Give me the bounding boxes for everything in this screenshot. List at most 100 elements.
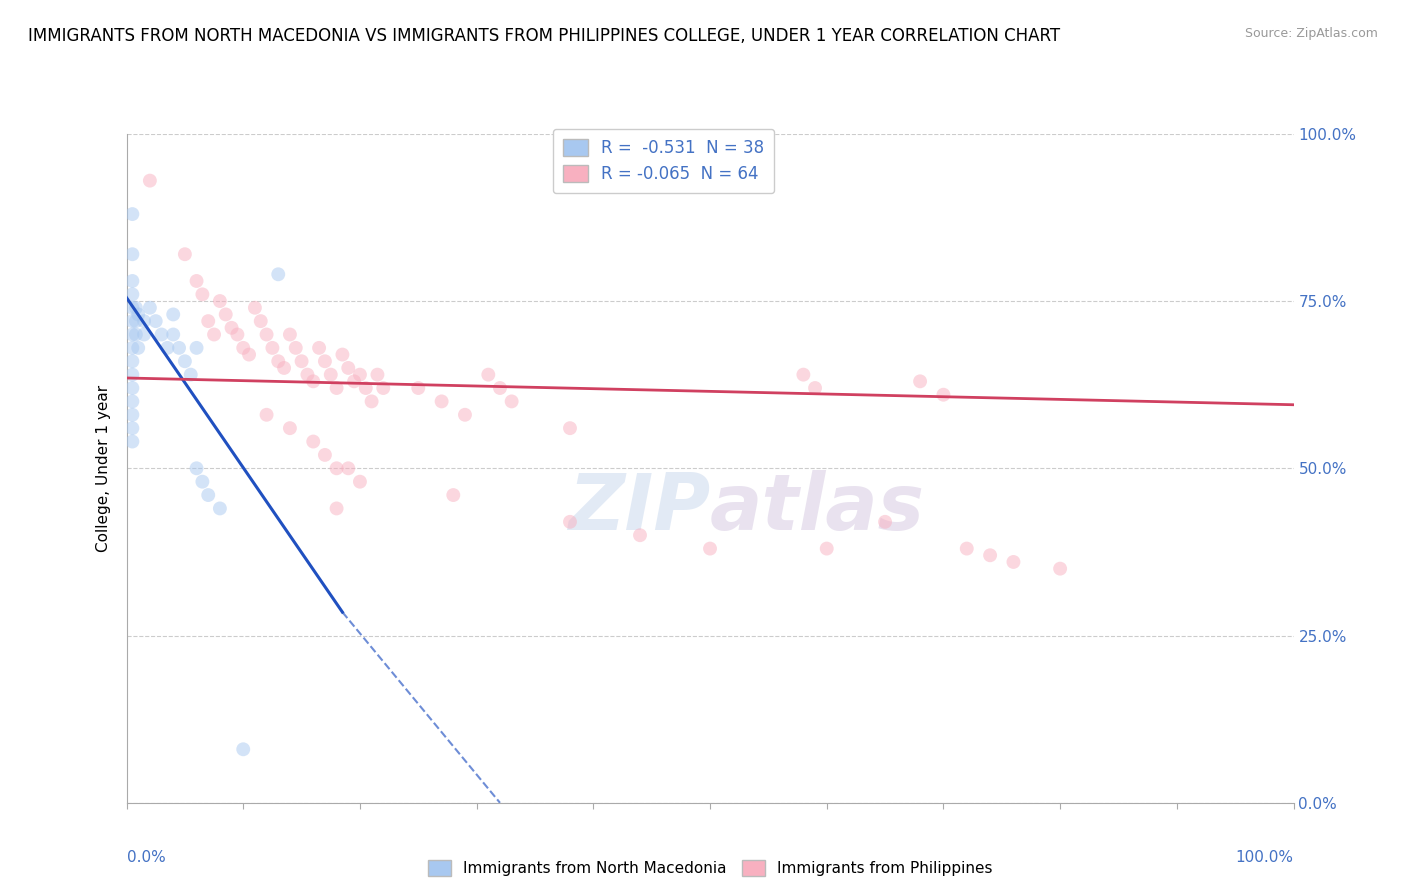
Point [121, 421, 143, 435]
Point [156, 341, 179, 355]
Point [202, 327, 225, 342]
Point [125, 301, 148, 315]
Point [186, 341, 208, 355]
Point [314, 354, 336, 368]
Point [441, 488, 464, 502]
Point [197, 314, 219, 328]
Point [121, 301, 143, 315]
Point [337, 461, 360, 475]
Point [125, 314, 148, 328]
Point [208, 294, 231, 309]
Point [477, 368, 499, 382]
Point [238, 348, 260, 362]
Point [121, 381, 143, 395]
Point [139, 301, 162, 315]
Point [308, 341, 330, 355]
Point [121, 327, 143, 342]
Point [167, 341, 190, 355]
Point [297, 368, 319, 382]
Point [360, 394, 382, 409]
Point [1002, 555, 1025, 569]
Point [273, 361, 295, 376]
Point [215, 307, 238, 322]
Point [349, 368, 371, 382]
Point [325, 501, 347, 516]
Point [162, 327, 184, 342]
Point [186, 461, 208, 475]
Point [325, 381, 347, 395]
Point [121, 247, 143, 261]
Point [699, 541, 721, 556]
Point [121, 287, 143, 301]
Point [979, 548, 1001, 563]
Point [174, 354, 197, 368]
Point [232, 341, 254, 355]
Point [314, 448, 336, 462]
Point [180, 368, 202, 382]
Point [501, 394, 523, 409]
Point [278, 327, 301, 342]
Point [430, 394, 453, 409]
Point [354, 381, 377, 395]
Text: atlas: atlas [710, 470, 925, 547]
Point [127, 307, 149, 322]
Point [875, 515, 897, 529]
Point [121, 341, 143, 355]
Point [325, 461, 347, 475]
Point [121, 394, 143, 409]
Point [558, 515, 581, 529]
Text: 0.0%: 0.0% [127, 849, 166, 864]
Point [125, 327, 148, 342]
Point [262, 341, 284, 355]
Point [956, 541, 979, 556]
Point [319, 368, 342, 382]
Point [139, 173, 162, 188]
Point [332, 348, 354, 362]
Point [197, 488, 219, 502]
Point [908, 375, 931, 389]
Legend: Immigrants from North Macedonia, Immigrants from Philippines: Immigrants from North Macedonia, Immigra… [422, 854, 998, 882]
Point [804, 381, 827, 395]
Text: 100.0%: 100.0% [1236, 849, 1294, 864]
Point [121, 207, 143, 221]
Point [221, 321, 243, 335]
Point [792, 368, 814, 382]
Point [191, 475, 214, 489]
Point [408, 381, 430, 395]
Point [1049, 562, 1071, 576]
Point [284, 341, 307, 355]
Point [628, 528, 651, 542]
Text: Source: ZipAtlas.com: Source: ZipAtlas.com [1244, 27, 1378, 40]
Text: ZIP: ZIP [568, 470, 710, 547]
Point [256, 408, 278, 422]
Point [302, 375, 325, 389]
Point [121, 368, 143, 382]
Point [121, 434, 143, 449]
Point [454, 408, 477, 422]
Point [232, 742, 254, 756]
Point [302, 434, 325, 449]
Point [932, 388, 955, 402]
Point [249, 314, 271, 328]
Point [162, 307, 184, 322]
Text: IMMIGRANTS FROM NORTH MACEDONIA VS IMMIGRANTS FROM PHILIPPINES COLLEGE, UNDER 1 : IMMIGRANTS FROM NORTH MACEDONIA VS IMMIG… [28, 27, 1060, 45]
Point [132, 314, 155, 328]
Point [267, 268, 290, 282]
Point [349, 475, 371, 489]
Point [256, 327, 278, 342]
Point [121, 408, 143, 422]
Point [132, 327, 155, 342]
Point [558, 421, 581, 435]
Point [191, 287, 214, 301]
Point [186, 274, 208, 288]
Point [278, 421, 301, 435]
Point [127, 341, 149, 355]
Point [208, 501, 231, 516]
Point [174, 247, 197, 261]
Point [489, 381, 512, 395]
Point [226, 327, 249, 342]
Point [373, 381, 395, 395]
Point [121, 274, 143, 288]
Point [121, 314, 143, 328]
Point [290, 354, 312, 368]
